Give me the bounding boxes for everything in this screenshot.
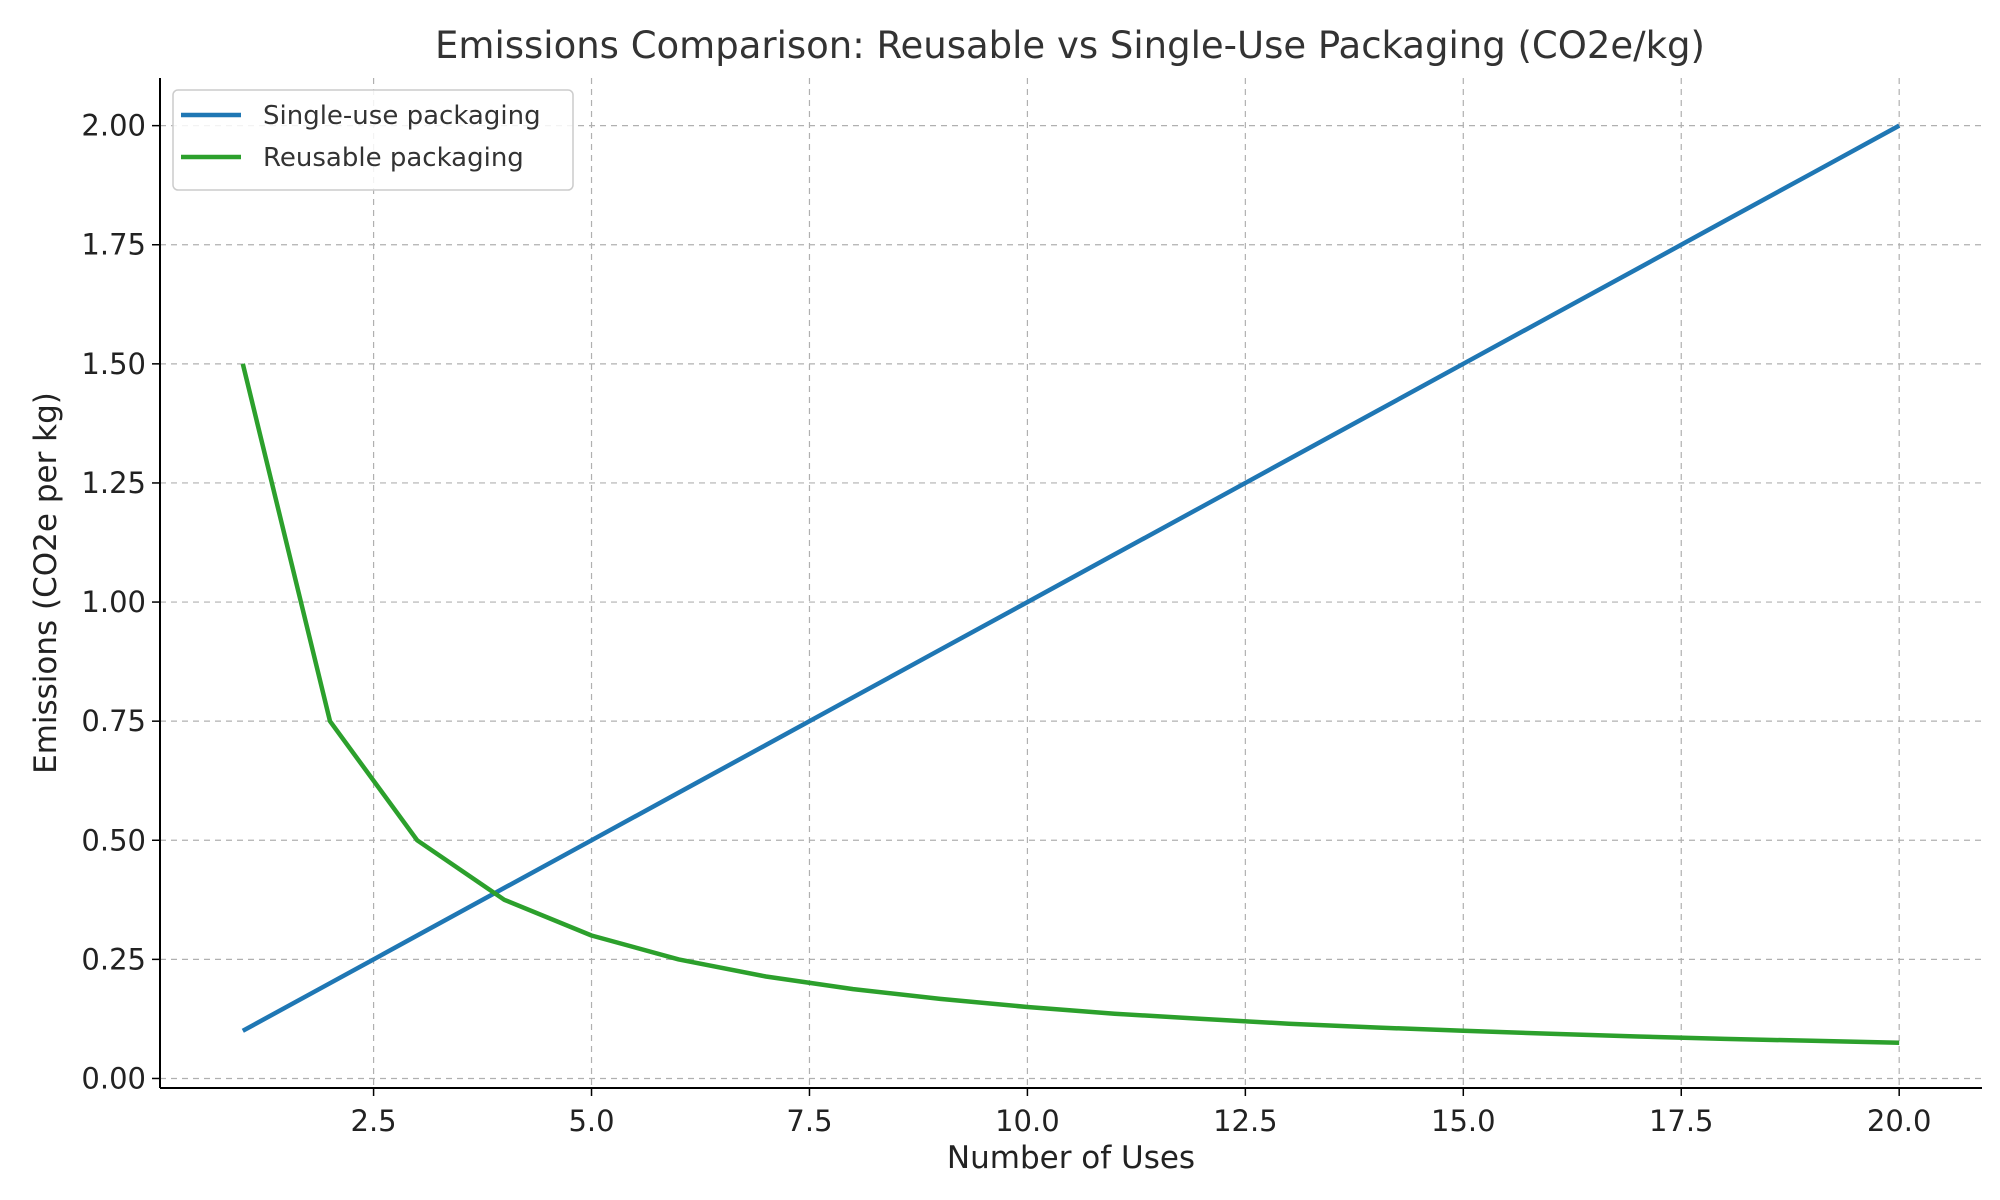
x-tick-label: 12.5 <box>1213 1104 1278 1138</box>
x-ticks: 2.5 5.0 7.5 10.0 12.5 15.0 17.5 20.0 <box>351 1088 1932 1138</box>
y-tick-label: 1.25 <box>81 466 146 500</box>
series-line-reusable-packaging <box>240 363 1900 1045</box>
y-tick-label: 1.75 <box>81 228 146 262</box>
x-tick-label: 20.0 <box>1867 1104 1932 1138</box>
x-tick-label: 10.0 <box>995 1104 1060 1138</box>
y-tick-label: 0.75 <box>81 704 146 738</box>
x-tick-label: 7.5 <box>786 1104 832 1138</box>
y-tick-label: 2.00 <box>81 109 146 143</box>
y-tick-label: 0.50 <box>81 823 146 857</box>
y-ticks: 0.00 0.25 0.50 0.75 1.00 1.25 1.50 1.75 2.00 <box>81 109 160 1095</box>
y-axis-label: Emissions (CO2e per kg) <box>28 392 64 774</box>
chart-title: Emissions Comparison: Reusable vs Single… <box>435 24 1705 67</box>
legend-box <box>172 89 574 191</box>
series <box>240 123 1901 1045</box>
x-tick-label: 15.0 <box>1431 1104 1496 1138</box>
y-tick-label: 1.50 <box>81 347 146 381</box>
legend: Single-use packaging Reusable packaging <box>172 89 574 191</box>
y-tick-label: 0.00 <box>81 1061 146 1095</box>
x-tick-label: 2.5 <box>351 1104 397 1138</box>
x-tick-label: 5.0 <box>568 1104 614 1138</box>
y-tick-label: 1.00 <box>81 585 146 619</box>
legend-label-single-use-packaging: Single-use packaging <box>263 101 541 131</box>
series-line-single-use-packaging <box>241 123 1901 1033</box>
x-axis-label: Number of Uses <box>947 1140 1195 1176</box>
x-tick-label: 17.5 <box>1649 1104 1714 1138</box>
legend-label-reusable-packaging: Reusable packaging <box>263 143 524 173</box>
axes <box>159 78 1982 1089</box>
y-tick-label: 0.25 <box>81 942 146 976</box>
